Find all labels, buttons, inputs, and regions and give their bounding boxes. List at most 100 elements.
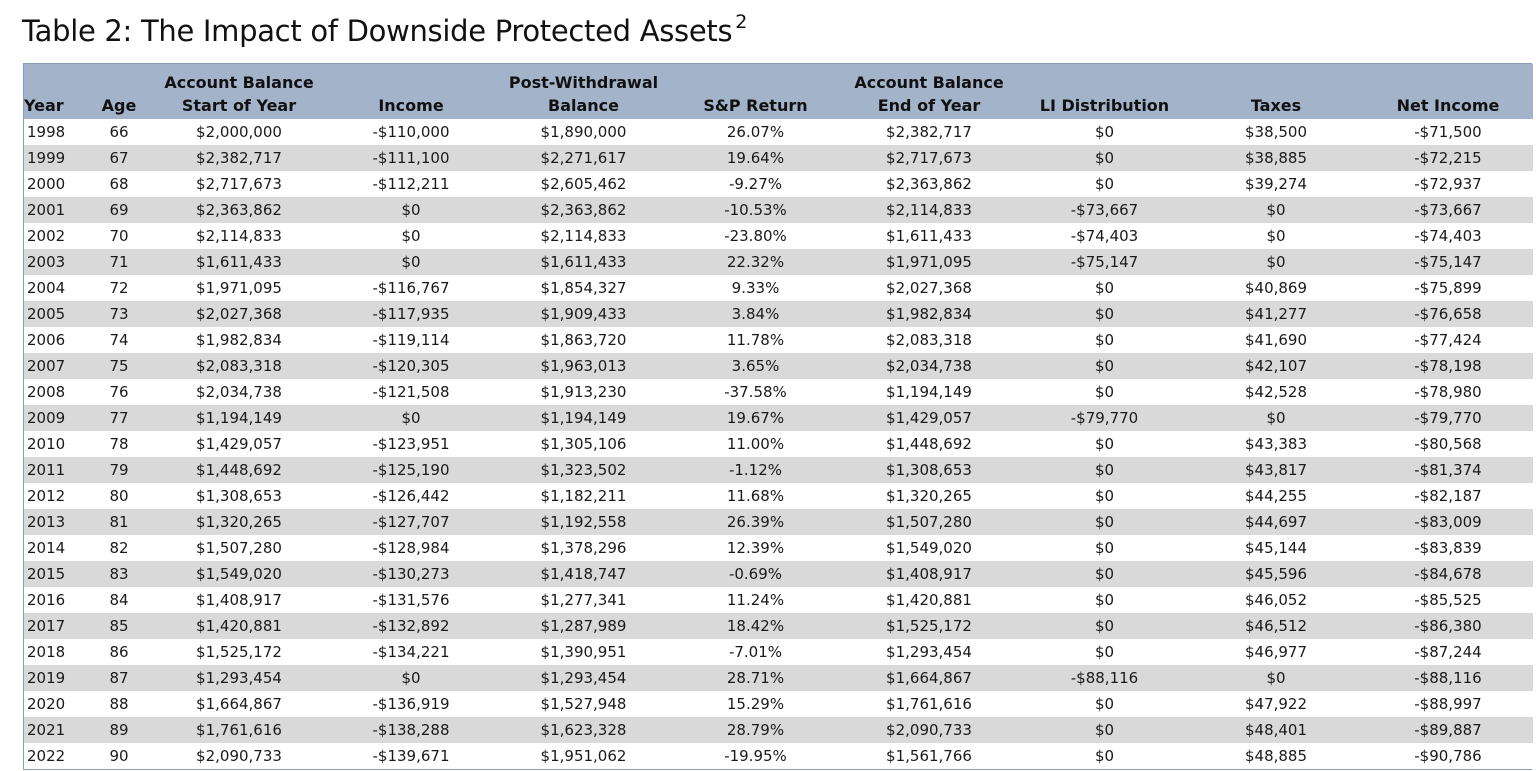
table-cell: 2021 xyxy=(24,717,88,743)
table-row: 2006 74 $1,982,834 -$119,114 $1,863,720 11.78… xyxy=(24,327,1533,353)
table-cell: $2,605,462 xyxy=(494,171,673,197)
table-row: 2017 85 $1,420,881 -$132,892 $1,287,989 18.42… xyxy=(24,613,1533,639)
table-cell: 84 xyxy=(88,587,150,613)
table-cell: $1,761,616 xyxy=(838,691,1020,717)
table-cell: 2018 xyxy=(24,639,88,665)
table-cell: $47,922 xyxy=(1189,691,1363,717)
table-cell: 28.71% xyxy=(673,665,838,691)
table-cell: $2,083,318 xyxy=(838,327,1020,353)
table-cell: 9.33% xyxy=(673,275,838,301)
table-cell: 83 xyxy=(88,561,150,587)
table-cell: -$76,658 xyxy=(1363,301,1533,327)
table-cell: -$83,009 xyxy=(1363,509,1533,535)
table-cell: $0 xyxy=(1020,301,1189,327)
table-cell: $42,528 xyxy=(1189,379,1363,405)
table-cell: $0 xyxy=(1020,613,1189,639)
table-cell: 15.29% xyxy=(673,691,838,717)
table-cell: -$72,937 xyxy=(1363,171,1533,197)
table-cell: 88 xyxy=(88,691,150,717)
table-cell: 2007 xyxy=(24,353,88,379)
table-cell: $1,611,433 xyxy=(838,223,1020,249)
table-row: 1999 67 $2,382,717 -$111,100 $2,271,617 19.64… xyxy=(24,145,1533,171)
table-cell: $1,192,558 xyxy=(494,509,673,535)
table-cell: -$128,984 xyxy=(328,535,494,561)
table-cell: $2,717,673 xyxy=(838,145,1020,171)
table-cell: 19.64% xyxy=(673,145,838,171)
header-group-cell xyxy=(328,64,494,92)
table-cell: $0 xyxy=(1020,145,1189,171)
table-cell: 87 xyxy=(88,665,150,691)
table-cell: $1,963,013 xyxy=(494,353,673,379)
table-cell: -$126,442 xyxy=(328,483,494,509)
table-cell: -$116,767 xyxy=(328,275,494,301)
table-cell: $1,527,948 xyxy=(494,691,673,717)
table-cell: -$88,997 xyxy=(1363,691,1533,717)
table-cell: -$85,525 xyxy=(1363,587,1533,613)
table-cell: $1,549,020 xyxy=(838,535,1020,561)
table-cell: $1,320,265 xyxy=(150,509,328,535)
table-cell: 75 xyxy=(88,353,150,379)
table-cell: 3.65% xyxy=(673,353,838,379)
table-cell: $1,429,057 xyxy=(838,405,1020,431)
table-cell: -$138,288 xyxy=(328,717,494,743)
table-cell: $2,034,738 xyxy=(838,353,1020,379)
table-cell: -$82,187 xyxy=(1363,483,1533,509)
table-cell: -$75,899 xyxy=(1363,275,1533,301)
table-cell: -$75,147 xyxy=(1020,249,1189,275)
column-header: Taxes xyxy=(1189,92,1363,119)
table-cell: 73 xyxy=(88,301,150,327)
table-cell: -$134,221 xyxy=(328,639,494,665)
table-row: 2022 90 $2,090,733 -$139,671 $1,951,062 -19.9… xyxy=(24,743,1533,769)
table-cell: -$75,147 xyxy=(1363,249,1533,275)
table-cell: $40,869 xyxy=(1189,275,1363,301)
table-cell: $1,909,433 xyxy=(494,301,673,327)
table-cell: 28.79% xyxy=(673,717,838,743)
table-cell: 26.07% xyxy=(673,119,838,145)
table-cell: 2000 xyxy=(24,171,88,197)
table-row: 2005 73 $2,027,368 -$117,935 $1,909,433 3.84%… xyxy=(24,301,1533,327)
table-cell: $0 xyxy=(1020,587,1189,613)
table-cell: 69 xyxy=(88,197,150,223)
table-cell: -$88,116 xyxy=(1363,665,1533,691)
table-cell: 1999 xyxy=(24,145,88,171)
table-cell: 71 xyxy=(88,249,150,275)
table-cell: $1,448,692 xyxy=(838,431,1020,457)
table-cell: $48,401 xyxy=(1189,717,1363,743)
table-cell: 2003 xyxy=(24,249,88,275)
table-cell: 18.42% xyxy=(673,613,838,639)
table-cell: $44,255 xyxy=(1189,483,1363,509)
table-cell: -$125,190 xyxy=(328,457,494,483)
table-cell: 3.84% xyxy=(673,301,838,327)
table-cell: $46,052 xyxy=(1189,587,1363,613)
table-cell: $1,623,328 xyxy=(494,717,673,743)
table-cell: -0.69% xyxy=(673,561,838,587)
table-cell: $0 xyxy=(1020,483,1189,509)
table-cell: 66 xyxy=(88,119,150,145)
table-cell: $0 xyxy=(1020,717,1189,743)
column-header: Balance xyxy=(494,92,673,119)
table-cell: $1,951,062 xyxy=(494,743,673,769)
table-cell: $1,761,616 xyxy=(150,717,328,743)
table-cell: 86 xyxy=(88,639,150,665)
table-cell: -$78,980 xyxy=(1363,379,1533,405)
table-cell: 72 xyxy=(88,275,150,301)
table-cell: $0 xyxy=(328,223,494,249)
table-cell: $41,690 xyxy=(1189,327,1363,353)
data-table: Account Balance Post-Withdrawal Account Ba… xyxy=(24,64,1533,769)
table-cell: $2,090,733 xyxy=(150,743,328,769)
table-cell: $1,971,095 xyxy=(838,249,1020,275)
table-cell: -$81,374 xyxy=(1363,457,1533,483)
header-group-cell: Account Balance xyxy=(838,64,1020,92)
table-row: 2011 79 $1,448,692 -$125,190 $1,323,502 -1.12… xyxy=(24,457,1533,483)
table-cell: $1,854,327 xyxy=(494,275,673,301)
table-cell: -$119,114 xyxy=(328,327,494,353)
table-cell: $0 xyxy=(1020,379,1189,405)
table-cell: -$71,500 xyxy=(1363,119,1533,145)
table-cell: $0 xyxy=(1020,353,1189,379)
table-cell: -$72,215 xyxy=(1363,145,1533,171)
table-cell: $0 xyxy=(328,197,494,223)
table-cell: $43,383 xyxy=(1189,431,1363,457)
table-cell: $2,114,833 xyxy=(494,223,673,249)
table-cell: 82 xyxy=(88,535,150,561)
table-cell: 2016 xyxy=(24,587,88,613)
